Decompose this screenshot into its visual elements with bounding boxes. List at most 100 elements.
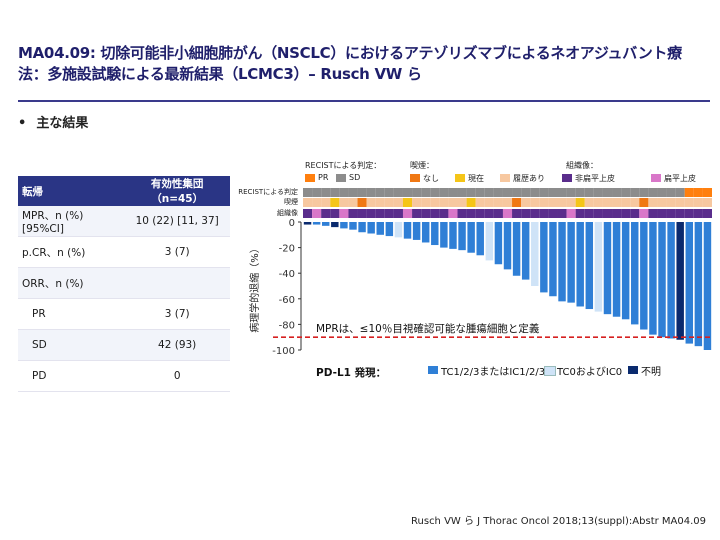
recist-cell (330, 188, 340, 197)
bullet-mark: • (18, 116, 27, 131)
y-axis-label: 病理学的退縮（%） (248, 243, 261, 333)
smoking-cell (539, 198, 549, 207)
histology-cell (330, 209, 340, 218)
bar (376, 222, 384, 235)
y-tick-label: -40 (279, 269, 295, 280)
smoking-cell (430, 198, 440, 207)
smoking-cell (466, 198, 476, 207)
smoking-cell (502, 198, 513, 207)
smoking-cell (321, 198, 331, 207)
bar (667, 222, 675, 339)
row-label-smoking: 喫煙 (284, 197, 298, 206)
recist-cell (502, 188, 513, 197)
bar (303, 222, 312, 225)
smoking-cell (521, 198, 531, 207)
bar (685, 222, 694, 344)
bar (367, 222, 375, 234)
row-label: p.CR、n (%) (18, 236, 125, 268)
histology-cell (530, 209, 540, 218)
histology-cell (512, 209, 522, 218)
legend-tc0: TC0およびIC0 (557, 367, 623, 378)
histology-cell (493, 209, 503, 218)
bar (385, 222, 394, 237)
smoking-cell (439, 198, 449, 207)
legend-former: 履歴あり (513, 174, 545, 183)
bar (421, 222, 430, 243)
recist-cell (539, 188, 549, 197)
recist-cell (457, 188, 467, 197)
histology-cell (457, 209, 467, 218)
bar (485, 222, 494, 261)
histology-cell (575, 209, 585, 218)
bar (458, 222, 466, 251)
recist-cell (548, 188, 558, 197)
smoking-cell (530, 198, 540, 207)
recist-cell (675, 188, 685, 197)
bar (358, 222, 366, 233)
row-label: SD (18, 329, 125, 361)
legend-smoking-title: 喫煙： (410, 161, 434, 170)
row-value: 42 (93) (124, 329, 230, 361)
row-value: 3 (7) (124, 236, 230, 268)
table-header: 転帰 有効性集団（n=45） (18, 176, 230, 206)
histology-cell (448, 209, 458, 218)
title-rule (18, 100, 710, 102)
histology-cell (430, 209, 440, 218)
legend-tc123-swatch (428, 366, 438, 374)
recist-cell (612, 188, 622, 197)
table-row: MPR、n (%) [95%CI] 10 (22) [11, 37] (18, 206, 230, 237)
recist-cell (375, 188, 385, 197)
bar (449, 222, 457, 249)
recist-cell (584, 188, 594, 197)
bar (476, 222, 484, 256)
smoking-cell (575, 198, 585, 207)
recist-cell (384, 188, 394, 197)
pdl1-title: PD-L1 発現： (316, 367, 387, 379)
bar (676, 222, 684, 340)
recist-cell (312, 188, 322, 197)
y-axis: 0 -20 -40 -60 -80 -100 (272, 218, 302, 357)
histology-cell (693, 209, 703, 218)
histology-cell (657, 209, 667, 218)
recist-cell (493, 188, 503, 197)
recist-cell (512, 188, 522, 197)
smoking-cell (312, 198, 322, 207)
smoking-cell (366, 198, 376, 207)
bar (576, 222, 584, 307)
smoking-cell (612, 198, 622, 207)
histology-cell (303, 209, 313, 218)
histology-cell (357, 209, 367, 218)
bar (567, 222, 575, 303)
top-bar (0, 0, 720, 22)
smoking-cell (584, 198, 594, 207)
recist-cell (321, 188, 331, 197)
bar (531, 222, 539, 286)
legend-sd: SD (349, 173, 361, 182)
histology-cell (393, 209, 403, 218)
smoking-cell (648, 198, 658, 207)
table-row: SD 42 (93) (18, 329, 230, 361)
smoking-cell (566, 198, 576, 207)
row-value: 3 (7) (124, 298, 230, 330)
recist-cell (575, 188, 585, 197)
row-label: MPR、n (%) [95%CI] (18, 206, 125, 237)
recist-cell (448, 188, 458, 197)
row-label: PD (18, 360, 125, 392)
recist-cell (402, 188, 413, 197)
recist-cell (648, 188, 658, 197)
legend-nonsq-swatch (562, 174, 572, 182)
bar (631, 222, 639, 325)
results-table: 転帰 有効性集団（n=45） MPR、n (%) [95%CI] 10 (22)… (18, 176, 230, 392)
histology-cell (666, 209, 676, 218)
smoking-cell (303, 198, 313, 207)
smoking-cell (393, 198, 403, 207)
recist-cell (566, 188, 576, 197)
bar (331, 222, 339, 228)
legend-unknown: 不明 (641, 367, 661, 378)
legend-histology-title: 組織像： (566, 161, 598, 170)
y-tick-label: -20 (279, 244, 295, 255)
recist-cell (421, 188, 431, 197)
legend-pr-swatch (305, 174, 315, 182)
bar (640, 222, 648, 330)
bar (703, 222, 712, 350)
